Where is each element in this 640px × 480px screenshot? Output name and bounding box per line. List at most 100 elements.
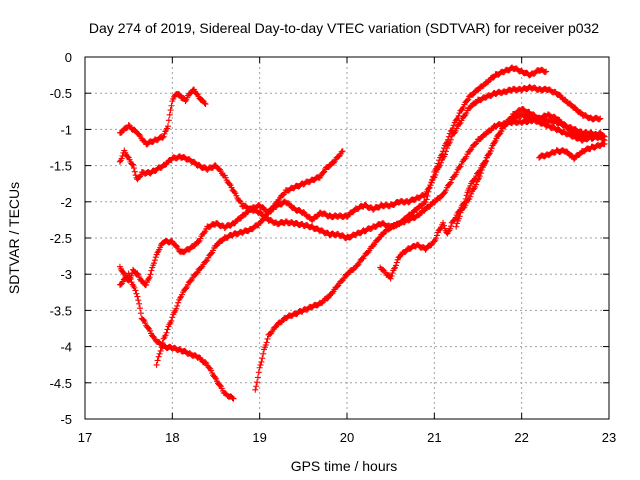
data-point: [339, 148, 346, 155]
data-point: [443, 145, 450, 152]
data-point: [132, 287, 139, 294]
data-point: [212, 374, 219, 381]
data-point: [150, 260, 157, 267]
data-point: [191, 242, 198, 249]
data-point: [131, 168, 138, 175]
data-point: [259, 217, 266, 224]
data-point: [146, 274, 153, 281]
data-point: [145, 324, 152, 331]
series-track-b: [116, 64, 550, 242]
data-point: [255, 369, 262, 376]
data-point: [487, 148, 494, 155]
y-axis-ticks: 0 -0.5 -1 -1.5 -2 -2.5 -3 -3.5 -4 -4.5 -5: [50, 50, 609, 427]
data-point: [157, 347, 164, 354]
data-point: [388, 273, 395, 280]
y-tick-label: -1: [60, 122, 72, 137]
data-point: [143, 281, 150, 288]
y-tick-label: 0: [65, 50, 72, 65]
data-point: [126, 272, 133, 279]
y-tick-label: -2: [60, 195, 72, 210]
data-point: [262, 342, 269, 349]
data-point: [450, 122, 457, 129]
data-point: [421, 192, 428, 199]
data-point: [118, 155, 125, 162]
data-point: [470, 91, 477, 98]
data-point: [425, 185, 432, 192]
data-point: [263, 339, 270, 346]
data-points: [116, 64, 608, 402]
data-point: [422, 191, 429, 198]
data-point: [202, 359, 209, 366]
data-point: [253, 383, 260, 390]
data-point: [165, 117, 172, 124]
x-axis-label: GPS time / hours: [291, 458, 398, 474]
data-point: [156, 350, 163, 357]
data-point: [153, 361, 160, 368]
data-point: [301, 209, 308, 216]
data-point: [422, 199, 429, 206]
data-point: [543, 68, 550, 75]
data-point: [168, 317, 175, 324]
data-point: [422, 246, 429, 253]
x-tick-label: 22: [514, 430, 528, 445]
data-point: [155, 353, 162, 360]
data-point: [432, 171, 439, 178]
data-point: [445, 133, 452, 140]
data-point: [478, 166, 485, 173]
data-point: [258, 358, 265, 365]
data-point: [491, 139, 498, 146]
data-point: [597, 115, 604, 122]
data-point: [392, 262, 399, 269]
data-point: [229, 395, 236, 402]
data-point: [154, 357, 161, 364]
data-point: [201, 100, 208, 107]
x-tick-label: 18: [165, 430, 179, 445]
data-point: [133, 290, 140, 297]
data-point: [213, 242, 220, 249]
y-tick-label: -3.5: [50, 303, 72, 318]
data-point: [391, 265, 398, 272]
data-point: [256, 364, 263, 371]
data-point: [433, 235, 440, 242]
data-point: [163, 126, 170, 133]
data-point: [456, 213, 463, 220]
data-point: [135, 297, 142, 304]
data-point: [464, 97, 471, 104]
data-point: [140, 316, 147, 323]
x-tick-label: 23: [602, 430, 616, 445]
data-point: [477, 170, 484, 177]
data-point: [137, 305, 144, 312]
data-point: [447, 179, 454, 186]
data-point: [182, 285, 189, 292]
data-point: [254, 374, 261, 381]
data-point: [137, 310, 144, 317]
data-point: [380, 266, 387, 273]
data-point: [176, 91, 183, 98]
y-tick-label: -5: [60, 412, 72, 427]
chart-title: Day 274 of 2019, Sidereal Day-to-day VTE…: [89, 20, 599, 36]
data-point: [542, 69, 549, 76]
data-point: [163, 329, 170, 336]
data-point: [137, 173, 144, 180]
data-point: [167, 107, 174, 114]
data-point: [447, 136, 454, 143]
data-point: [453, 116, 460, 123]
data-point: [252, 386, 259, 393]
data-point: [453, 223, 460, 230]
data-point: [463, 192, 470, 199]
data-point: [147, 271, 154, 278]
data-point: [473, 99, 480, 106]
data-point: [160, 133, 167, 140]
data-point: [577, 109, 584, 116]
data-point: [482, 158, 489, 165]
data-point: [456, 164, 463, 171]
data-point: [423, 196, 430, 203]
data-point: [173, 242, 180, 249]
x-tick-label: 20: [340, 430, 354, 445]
data-point: [154, 249, 161, 256]
series-track-f: [252, 114, 604, 393]
y-tick-label: -2.5: [50, 231, 72, 246]
data-point: [451, 172, 458, 179]
data-point: [141, 138, 148, 145]
data-point: [467, 147, 474, 154]
